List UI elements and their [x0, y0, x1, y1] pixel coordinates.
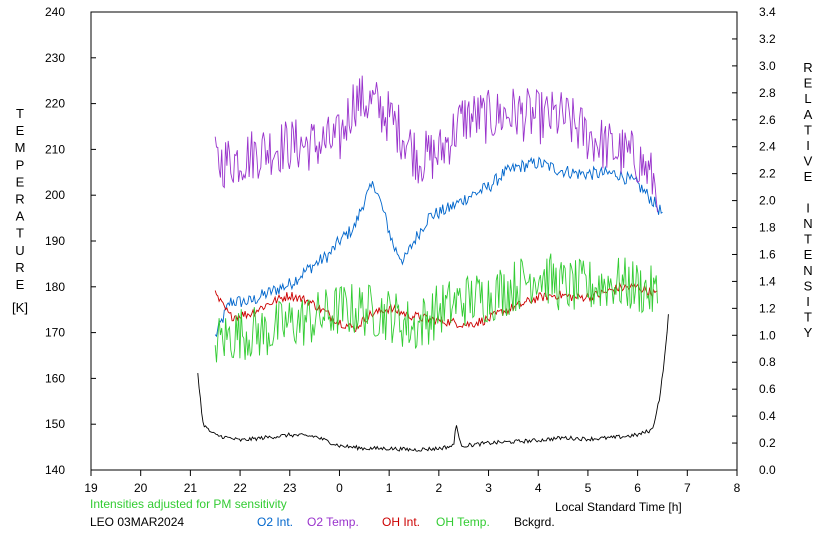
left-tick-label: 220: [45, 97, 65, 111]
left-label-letter: U: [15, 243, 24, 258]
right-tick-label: 2.8: [759, 86, 776, 100]
right-axis: 0.0 0.2 0.4 0.6 0.8 1.0 1.2 1.4 1.6 1.8 2.0 2.2 2.4 2…: [732, 5, 776, 477]
series-oh-temp: [214, 253, 658, 363]
right-label-letter: I: [806, 138, 810, 153]
right-label-letter: T: [804, 232, 812, 247]
x-tick-label: 7: [684, 481, 691, 495]
x-tick-label: 2: [436, 481, 443, 495]
right-label-letter: T: [804, 310, 812, 325]
series-lines: [197, 75, 669, 452]
right-label-letter: I: [806, 200, 810, 215]
right-tick-label: 0.0: [759, 463, 776, 477]
left-tick-label: 190: [45, 234, 65, 248]
x-tick-label: 6: [634, 481, 641, 495]
left-tick-label: 230: [45, 51, 65, 65]
series-bckgrd: [197, 314, 669, 452]
legend-o2-int: O2 Int.: [257, 515, 294, 529]
left-label-letter: E: [16, 277, 25, 292]
left-tick-label: 210: [45, 142, 65, 156]
legend-o2-temp: O2 Temp.: [307, 515, 359, 529]
right-tick-label: 1.2: [759, 301, 776, 315]
x-tick-label: 23: [283, 481, 297, 495]
left-tick-label: 150: [45, 417, 65, 431]
legend-bckgrd: Bckgrd.: [514, 515, 555, 529]
right-label-letter: N: [803, 263, 812, 278]
right-label-letter: A: [804, 107, 813, 122]
right-label-letter: E: [804, 169, 813, 184]
left-label-letter: E: [16, 174, 25, 189]
left-tick-label: 170: [45, 326, 65, 340]
right-label-letter: L: [804, 91, 811, 106]
legend-oh-temp: OH Temp.: [436, 515, 490, 529]
left-axis: 140 150 160 170 180 190 200 210 220 230 240: [45, 5, 96, 477]
x-tick-label: 22: [233, 481, 247, 495]
right-tick-label: 3.2: [759, 32, 776, 46]
x-axis: 19 20 21 22 23 0 1 2 3 4 5 6 7 8: [84, 470, 741, 495]
left-tick-label: 160: [45, 371, 65, 385]
left-label-letter: T: [16, 226, 24, 241]
x-tick-label: 8: [734, 481, 741, 495]
left-label-letter: T: [16, 106, 24, 121]
right-tick-label: 3.4: [759, 5, 776, 19]
right-label-letter: E: [804, 76, 813, 91]
right-label-letter: R: [803, 60, 812, 75]
right-tick-label: 2.4: [759, 140, 776, 154]
right-tick-label: 0.6: [759, 382, 776, 396]
right-label-letter: S: [804, 278, 813, 293]
left-label-letter: A: [16, 209, 25, 224]
legend-oh-int: OH Int.: [382, 515, 421, 529]
series-oh-int: [214, 282, 658, 333]
right-tick-label: 2.2: [759, 167, 776, 181]
x-tick-label: 4: [535, 481, 542, 495]
x-tick-label: 5: [585, 481, 592, 495]
right-label-letter: E: [804, 247, 813, 262]
left-label-unit: [K]: [12, 300, 28, 315]
x-tick-label: 0: [336, 481, 343, 495]
right-label-letter: V: [804, 154, 813, 169]
right-tick-label: 1.0: [759, 328, 776, 342]
right-tick-label: 0.4: [759, 409, 776, 423]
left-label-letter: R: [15, 192, 24, 207]
right-label-letter: I: [806, 294, 810, 309]
right-tick-label: 2.0: [759, 194, 776, 208]
left-tick-label: 140: [45, 463, 65, 477]
left-tick-label: 180: [45, 280, 65, 294]
x-tick-label: 1: [386, 481, 393, 495]
left-tick-label: 200: [45, 188, 65, 202]
left-label-letter: M: [15, 140, 26, 155]
right-tick-label: 2.6: [759, 113, 776, 127]
right-tick-label: 3.0: [759, 59, 776, 73]
right-tick-label: 1.4: [759, 274, 776, 288]
x-tick-label: 19: [84, 481, 98, 495]
left-label-letter: P: [16, 157, 25, 172]
x-tick-label: 21: [184, 481, 198, 495]
station-date: LEO 03MAR2024: [90, 515, 185, 529]
x-axis-title: Local Standard Time [h]: [555, 500, 682, 514]
series-o2-int: [214, 156, 663, 338]
sensitivity-note: Intensities adjusted for PM sensitivity: [90, 497, 287, 511]
right-tick-label: 0.8: [759, 355, 776, 369]
right-tick-label: 0.2: [759, 436, 776, 450]
left-label-letter: R: [15, 260, 24, 275]
x-tick-label: 20: [134, 481, 148, 495]
left-tick-label: 240: [45, 5, 65, 19]
right-label-letter: Y: [804, 325, 813, 340]
right-tick-label: 1.6: [759, 247, 776, 261]
right-label-letter: N: [803, 216, 812, 231]
series-o2-temp: [214, 75, 658, 213]
right-tick-label: 1.8: [759, 221, 776, 235]
right-label-letter: T: [804, 122, 812, 137]
left-label-letter: E: [16, 123, 25, 138]
x-tick-label: 3: [485, 481, 492, 495]
